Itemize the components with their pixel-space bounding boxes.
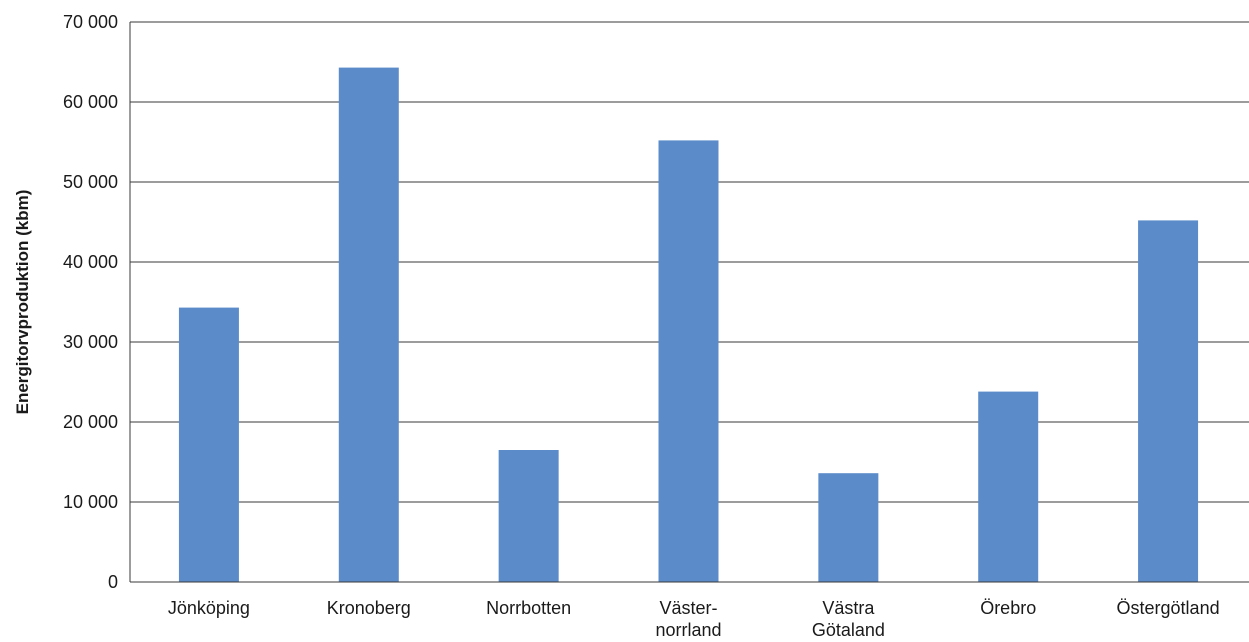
y-tick-label: 10 000 [63,492,118,512]
bar [978,391,1039,582]
x-category-label: Örebro [980,598,1036,618]
bar [658,140,719,582]
bar [498,450,559,582]
x-axis-category-labels: Jönköping Kronoberg Norrbotten Väster-norrl… [168,598,1220,640]
y-tick-label: 60 000 [63,92,118,112]
x-category-label: Väster-norrland [655,598,721,640]
y-tick-label: 40 000 [63,252,118,272]
x-category-label: Västra Götaland [812,598,885,640]
y-tick-label: 50 000 [63,172,118,192]
bars [178,67,1199,583]
x-category-label: Jönköping [168,598,250,618]
x-category-label: Östergötland [1117,598,1220,618]
y-axis-title: Energitorvproduktion (kbm) [13,190,32,415]
bar [338,67,399,583]
bar [818,473,879,582]
x-category-label: Norrbotten [486,598,571,618]
y-tick-label: 30 000 [63,332,118,352]
y-tick-label: 0 [108,572,118,592]
bar [1138,220,1199,582]
x-axis [129,22,1249,583]
x-category-label: Kronoberg [327,598,411,618]
y-axis-tick-labels: 0 10 000 20 000 30 000 40 000 50 000 60 000 70 … [63,12,118,592]
y-tick-label: 70 000 [63,12,118,32]
y-tick-label: 20 000 [63,412,118,432]
bar [178,307,239,582]
